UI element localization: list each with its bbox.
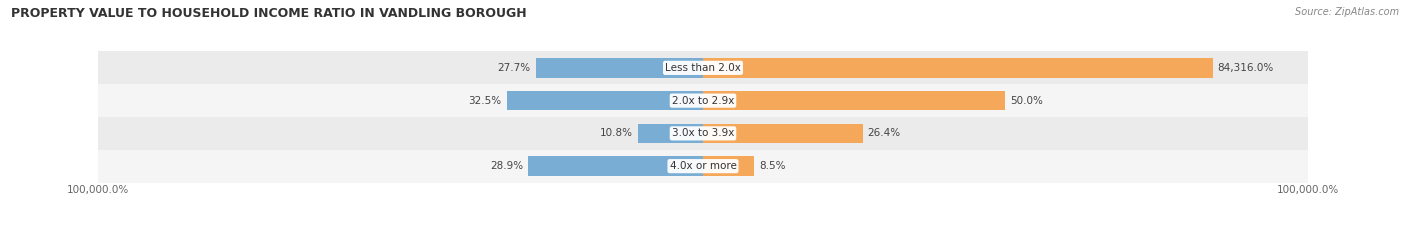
Bar xyxy=(703,58,1213,78)
Bar xyxy=(98,51,1308,84)
Text: PROPERTY VALUE TO HOUSEHOLD INCOME RATIO IN VANDLING BOROUGH: PROPERTY VALUE TO HOUSEHOLD INCOME RATIO… xyxy=(11,7,527,20)
Text: 10.8%: 10.8% xyxy=(600,128,633,138)
Text: 27.7%: 27.7% xyxy=(498,63,530,73)
Text: 32.5%: 32.5% xyxy=(468,96,502,106)
Legend: Without Mortgage, With Mortgage: Without Mortgage, With Mortgage xyxy=(588,231,818,234)
Text: Source: ZipAtlas.com: Source: ZipAtlas.com xyxy=(1295,7,1399,17)
Bar xyxy=(506,91,703,110)
Bar xyxy=(536,58,703,78)
Bar xyxy=(638,124,703,143)
Text: 8.5%: 8.5% xyxy=(759,161,786,171)
Text: 84,316.0%: 84,316.0% xyxy=(1218,63,1274,73)
Bar xyxy=(703,124,863,143)
Bar xyxy=(703,91,1005,110)
Bar xyxy=(98,84,1308,117)
Text: 50.0%: 50.0% xyxy=(1010,96,1043,106)
Text: Less than 2.0x: Less than 2.0x xyxy=(665,63,741,73)
Bar xyxy=(529,156,703,176)
Text: 3.0x to 3.9x: 3.0x to 3.9x xyxy=(672,128,734,138)
Text: 4.0x or more: 4.0x or more xyxy=(669,161,737,171)
Bar xyxy=(703,156,755,176)
Text: 2.0x to 2.9x: 2.0x to 2.9x xyxy=(672,96,734,106)
Text: 28.9%: 28.9% xyxy=(491,161,523,171)
Bar xyxy=(98,150,1308,183)
Text: 26.4%: 26.4% xyxy=(868,128,901,138)
Bar xyxy=(98,117,1308,150)
